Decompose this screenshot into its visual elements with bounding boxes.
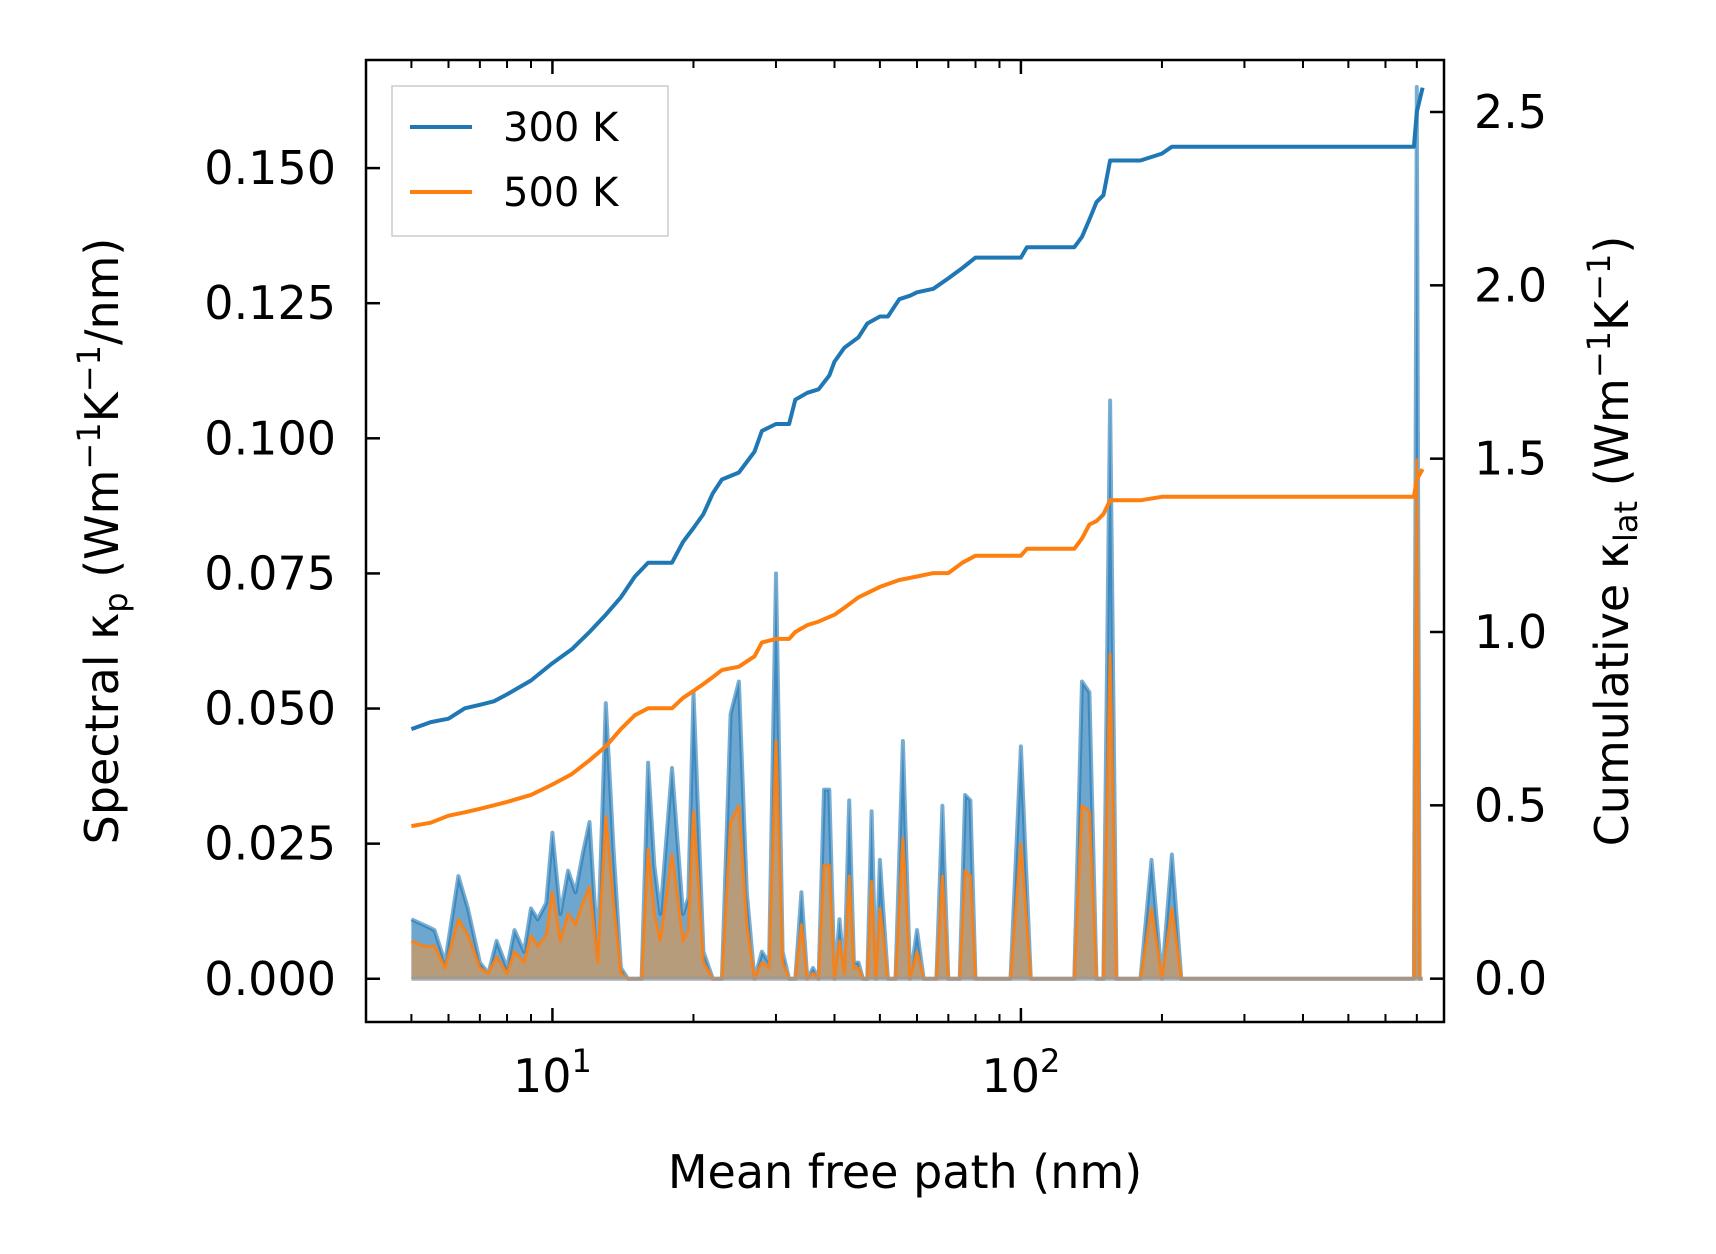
plot-area xyxy=(410,85,1425,981)
y-right-tick-label: 1.0 xyxy=(1474,605,1547,659)
x-tick-base: 10 xyxy=(513,1049,572,1103)
y-right-prefix: Cumulative κ xyxy=(1585,542,1639,846)
y-right-tick-label: 2.0 xyxy=(1474,258,1547,312)
y-left-tick-label: 0.075 xyxy=(204,546,336,600)
spectral-line-300k xyxy=(410,85,1423,981)
axes-layer: 101 1020.0000.0250.0500.0750.1000.1250.15… xyxy=(204,58,1547,1103)
cumulative-line-300k xyxy=(410,87,1425,731)
y-right-sub: lat xyxy=(1607,501,1645,542)
y-left-prefix: Spectral κ xyxy=(75,613,129,845)
y-left-tick-label: 0.025 xyxy=(204,817,336,871)
y-left-units-pre: (Wm xyxy=(75,470,129,593)
y-left-mid: K xyxy=(75,390,129,422)
y-right-tick-label: 2.5 xyxy=(1474,85,1547,139)
x-tick-base: 10 xyxy=(981,1049,1040,1103)
x-tick-label: 101 xyxy=(513,1042,592,1103)
y-axis-title-right: Cumulative κlat (Wm−1K−1) xyxy=(1580,236,1645,847)
y-right-sup2: −1 xyxy=(1580,254,1618,301)
legend: 300 K 500 K xyxy=(391,85,669,237)
y-right-units-post: ) xyxy=(1585,236,1639,254)
x-tick-exponent: 1 xyxy=(572,1042,592,1080)
y-left-sup1: −1 xyxy=(70,422,108,469)
x-tick-label: 102 xyxy=(981,1042,1060,1103)
spectral-line-500k xyxy=(410,458,1423,981)
y-left-units-post: /nm) xyxy=(75,238,129,345)
x-axis-title: Mean free path (nm) xyxy=(668,1145,1142,1199)
y-right-units-pre: (Wm xyxy=(1585,378,1639,501)
cumulative-line-500k xyxy=(411,468,1425,829)
y-right-tick-label: 0.5 xyxy=(1474,778,1547,832)
y-left-tick-label: 0.050 xyxy=(204,682,336,736)
y-left-tick-label: 0.125 xyxy=(204,276,336,330)
y-left-tick-label: 0.150 xyxy=(204,141,336,195)
legend-label-300k: 300 K xyxy=(503,105,620,151)
legend-box xyxy=(391,85,669,237)
legend-label-500k: 500 K xyxy=(503,170,620,216)
y-left-tick-label: 0.000 xyxy=(204,952,336,1006)
y-right-sup1: −1 xyxy=(1580,331,1618,378)
y-right-tick-label: 1.5 xyxy=(1474,432,1547,486)
x-tick-exponent: 2 xyxy=(1040,1042,1060,1080)
y-right-tick-label: 0.0 xyxy=(1474,952,1547,1006)
axes-frame xyxy=(364,58,1446,1024)
y-right-mid: K xyxy=(1585,299,1639,331)
y-axis-title-left: Spectral κp (Wm−1K−1/nm) xyxy=(70,238,135,845)
y-left-tick-label: 0.100 xyxy=(204,411,336,465)
y-left-sup2: −1 xyxy=(70,345,108,392)
y-left-sub: p xyxy=(97,592,135,612)
